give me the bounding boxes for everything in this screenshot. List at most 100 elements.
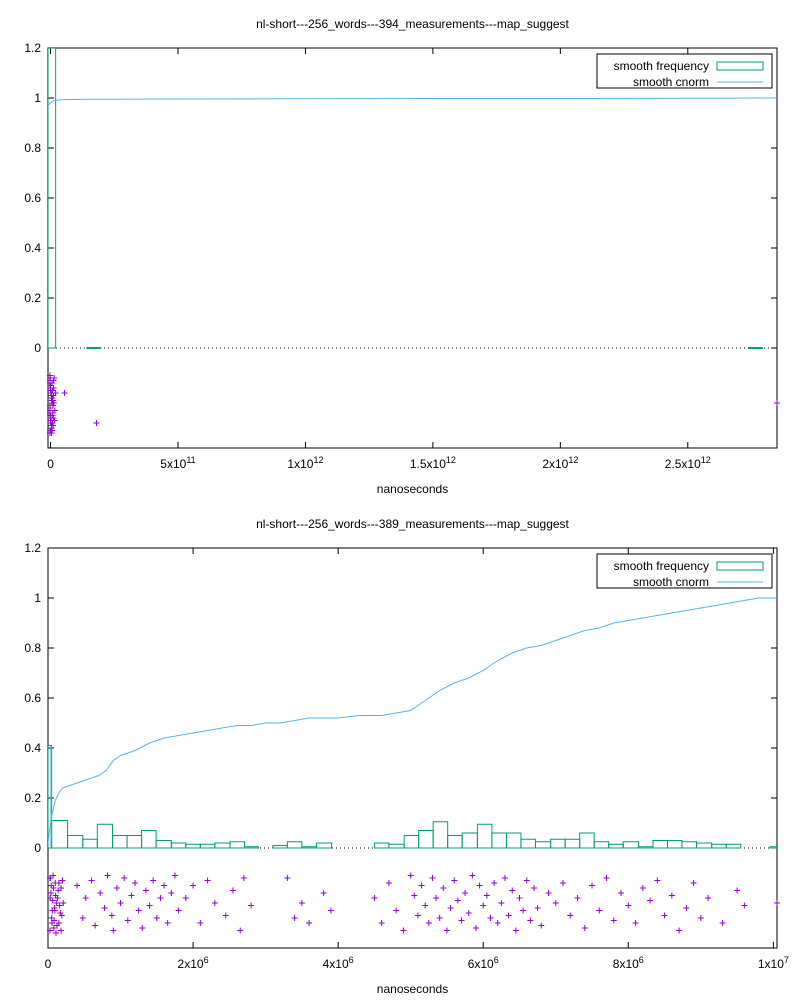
- frequency-bar: [564, 838, 581, 849]
- scatter-point: [589, 882, 596, 889]
- x-tick-label: 1.5x1012: [410, 455, 456, 471]
- x-tick-exponent: 6: [639, 955, 644, 965]
- scatter-point: [50, 925, 57, 931]
- scatter-point: [531, 885, 537, 891]
- scatter-point: [157, 895, 164, 901]
- x-tick-label: 1x107: [758, 955, 789, 971]
- scatter-point: [101, 905, 108, 911]
- scatter-point: [182, 895, 189, 901]
- scatter-point: [92, 922, 99, 929]
- scatter-point: [161, 882, 168, 889]
- scatter-point: [113, 885, 120, 891]
- frequency-bar: [112, 835, 128, 849]
- scatter-point: [82, 895, 89, 901]
- scatter-point: [291, 915, 298, 921]
- y-tick-label: 0.6: [24, 691, 41, 705]
- scatter-point: [128, 892, 135, 899]
- scatter-point: [527, 917, 534, 924]
- scatter-point: [494, 920, 501, 926]
- scatter-point: [306, 920, 313, 926]
- x-tick-exponent: 6: [494, 955, 499, 965]
- scatter-point: [108, 912, 115, 919]
- scatter-point: [661, 912, 668, 919]
- scatter-point: [240, 875, 247, 881]
- scatter-point: [171, 872, 178, 879]
- frequency-bar: [461, 832, 478, 849]
- scatter-point: [560, 880, 567, 886]
- scatter-point: [465, 910, 472, 916]
- scatter-point: [371, 895, 378, 901]
- scatter-point: [443, 927, 450, 934]
- scatter-point: [74, 882, 81, 889]
- frequency-bar: [622, 841, 639, 849]
- scatter-point: [385, 880, 392, 886]
- scatter-point: [501, 875, 508, 881]
- scatter-point: [135, 907, 142, 914]
- scatter-point: [50, 885, 57, 891]
- scatter-point: [429, 875, 436, 881]
- scatter-point: [458, 917, 465, 924]
- scatter-point: [51, 417, 58, 424]
- frequency-bar: [579, 832, 595, 849]
- y-tick-label: 0: [34, 341, 41, 355]
- frequency-bar: [388, 843, 405, 849]
- scatter-point: [603, 875, 610, 881]
- scatter-point: [741, 902, 748, 909]
- scatter-point: [425, 920, 432, 926]
- x-tick-mantissa: 4x10: [323, 957, 349, 971]
- scatter-point: [705, 895, 712, 901]
- y-tick-label: 1: [34, 591, 41, 605]
- scatter-point: [222, 912, 229, 919]
- scatter-point: [47, 875, 54, 881]
- frequency-bar: [593, 841, 610, 849]
- frequency-bar: [96, 823, 114, 849]
- x-tick-mantissa: 2x10: [178, 957, 204, 971]
- frequency-bar: [550, 838, 566, 849]
- x-tick-label: 5x1011: [160, 455, 195, 471]
- scatter-point: [50, 422, 57, 429]
- scatter-point: [139, 925, 146, 931]
- cnorm-line: [48, 97, 777, 106]
- plot-frame: [47, 547, 778, 949]
- x-tick-exponent: 12: [313, 455, 323, 465]
- scatter-point: [436, 915, 443, 921]
- scatter-point: [124, 917, 131, 924]
- scatter-point: [516, 895, 523, 901]
- frequency-bar: [608, 843, 624, 849]
- frequency-bar: [272, 845, 288, 849]
- x-tick-mantissa: 8x10: [613, 957, 639, 971]
- scatter-point: [618, 890, 625, 896]
- frequency-bar: [244, 846, 259, 849]
- scatter-point: [49, 897, 56, 904]
- scatter-point: [596, 907, 603, 914]
- x-tick-exponent: 11: [186, 455, 195, 465]
- frequency-bar: [403, 835, 420, 849]
- y-tick-label: 0.8: [24, 141, 41, 155]
- plot-area: [48, 597, 777, 849]
- scatter-point: [654, 877, 661, 884]
- scatter-point: [411, 892, 418, 899]
- scatter-point: [49, 387, 56, 394]
- frequency-bar: [637, 846, 654, 849]
- x-tick-mantissa: 6x10: [468, 957, 494, 971]
- scatter-point: [433, 895, 440, 901]
- scatter-point: [505, 912, 512, 919]
- x-tick-exponent: 12: [701, 455, 711, 465]
- scatter-point: [523, 877, 530, 884]
- scatter-point: [50, 377, 57, 384]
- chart-title: nl-short---256_words---389_measurements-…: [256, 517, 569, 531]
- x-tick-label: 0: [47, 457, 54, 471]
- frequency-bar: [286, 841, 303, 849]
- y-tick-label: 1.2: [24, 541, 41, 555]
- scatter-point: [734, 887, 741, 894]
- scatter-point: [567, 912, 574, 919]
- x-tick-mantissa: 5x10: [160, 457, 186, 471]
- scatter-point: [168, 890, 175, 896]
- scatter-point: [538, 922, 545, 929]
- scatter-point: [697, 915, 704, 921]
- scatter-point: [211, 900, 218, 906]
- scatter-point: [690, 880, 697, 886]
- frequency-bar: [373, 842, 390, 849]
- frequency-bar: [711, 843, 727, 849]
- frequency-bar: [725, 843, 742, 849]
